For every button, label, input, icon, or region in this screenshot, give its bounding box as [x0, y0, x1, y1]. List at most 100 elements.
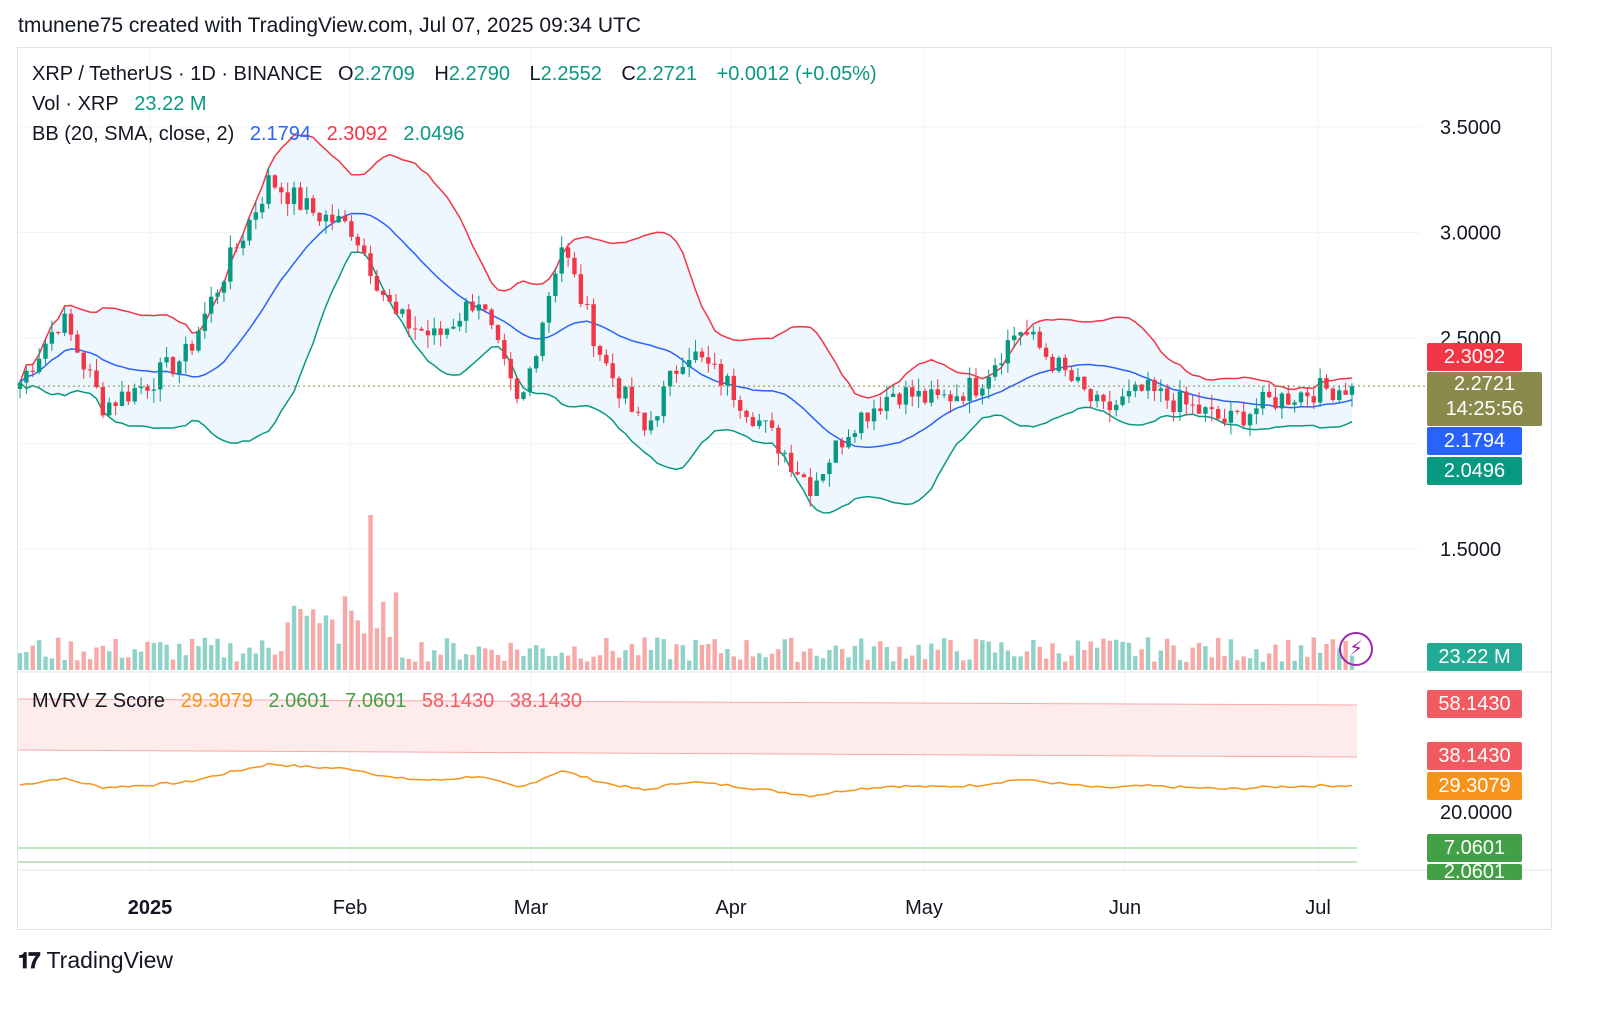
volume-bar [1266, 653, 1272, 670]
volume-bar [1215, 637, 1221, 670]
volume-bar [827, 650, 832, 670]
volume-legend: Vol · XRP 23.22 M [32, 93, 217, 116]
volume-bar [36, 640, 42, 670]
candle-body [776, 427, 781, 454]
volume-bar [655, 637, 660, 670]
candle-body [1164, 388, 1170, 401]
volume-bar [973, 638, 979, 670]
volume-bar [712, 639, 717, 670]
last-price-value: 2.2721 [1453, 373, 1516, 395]
volume-bar [1094, 647, 1100, 670]
candle-body [457, 320, 462, 327]
volume-bar [1133, 656, 1138, 670]
candle-body [731, 375, 736, 401]
time-axis-tick: May [905, 897, 943, 919]
volume-bar [852, 645, 858, 670]
candle-body [916, 390, 921, 397]
price-axis-tick: 3.5000 [1440, 117, 1501, 139]
candle-body [374, 275, 380, 291]
volume-bar [1317, 652, 1323, 670]
volume-bar [457, 659, 462, 670]
volume-bar [725, 648, 730, 670]
volume-bar [1075, 640, 1081, 670]
volume-bar [737, 659, 743, 670]
candle-body [381, 290, 386, 295]
volume-bar [75, 660, 80, 670]
candle-body [253, 212, 259, 220]
volume-bar [24, 651, 29, 670]
candle-body [119, 391, 125, 406]
candle-body [1343, 390, 1348, 395]
volume-bar [788, 637, 794, 670]
volume-bar [820, 658, 826, 670]
candle-body [495, 325, 501, 341]
volume-bar [406, 658, 411, 670]
lightning-icon[interactable]: ⚡ [1339, 632, 1373, 666]
candle-body [1235, 410, 1240, 412]
candle-body [489, 309, 494, 326]
candle-body [94, 370, 99, 388]
candle-body [674, 370, 679, 374]
volume-bar [636, 655, 641, 670]
candle-body [846, 436, 851, 448]
volume-bar [330, 619, 335, 670]
bb-basis-value: 2.1794 [249, 123, 312, 145]
candle-body [1266, 391, 1272, 398]
volume-bar [897, 646, 902, 670]
volume-bar [731, 656, 736, 670]
candle-body [572, 257, 577, 275]
candle-body [1324, 378, 1329, 389]
candle-body [1069, 370, 1074, 381]
volume-bar [661, 639, 666, 670]
bb-upper-value: 2.3092 [326, 123, 388, 145]
volume-bar [81, 651, 86, 670]
candle-body [546, 295, 552, 323]
candle-body [317, 212, 322, 222]
candle-body [929, 389, 934, 403]
candle-body [935, 389, 940, 395]
volume-bar [546, 656, 552, 670]
volume-bar [744, 640, 749, 670]
volume-bar [890, 661, 896, 670]
candle-body [910, 387, 915, 397]
candle-body [1043, 347, 1049, 357]
volume-bar [941, 638, 947, 670]
volume-bar [642, 637, 647, 670]
volume-bar [317, 623, 322, 670]
mvrv-value-5: 38.1430 [509, 690, 583, 712]
volume-bar [183, 655, 188, 670]
volume-bar [986, 641, 991, 670]
candle-body [285, 192, 290, 205]
volume-bar [1324, 643, 1329, 670]
bb-label[interactable]: BB (20, SMA, close, 2) [32, 123, 235, 145]
candle-body [750, 417, 756, 427]
volume-bar [699, 645, 705, 670]
candle-body [1196, 404, 1202, 414]
candle-body [808, 477, 813, 496]
volume-bar [304, 615, 309, 670]
mvrv-mid-line [17, 749, 1358, 758]
mvrv-label[interactable]: MVRV Z Score [32, 690, 165, 712]
mvrv-green1-tag: 7.0601 [1427, 834, 1522, 862]
volume-bar [444, 638, 450, 670]
candle-body [686, 360, 692, 368]
symbol-title[interactable]: XRP / TetherUS · 1D · BINANCE [32, 63, 323, 85]
volume-bar [1082, 650, 1087, 670]
candle-body [240, 240, 246, 249]
volume-bar [291, 605, 297, 670]
mvrv-value-1: 29.3079 [180, 690, 253, 712]
volume-bar [208, 645, 214, 670]
candle-body [1005, 340, 1011, 364]
candle-body [585, 303, 590, 305]
volume-bar [279, 651, 284, 670]
volume-bar [1298, 645, 1304, 670]
candle-body [897, 393, 902, 405]
tradingview-logo[interactable]: 𝟏𝟕 TradingView [18, 947, 173, 974]
chart-frame[interactable] [17, 47, 1552, 930]
volume-bar [565, 655, 571, 670]
candle-body [234, 247, 239, 249]
candle-body [342, 215, 348, 222]
volume-label[interactable]: Vol · XRP [32, 93, 119, 115]
volume-bar [1222, 656, 1227, 670]
